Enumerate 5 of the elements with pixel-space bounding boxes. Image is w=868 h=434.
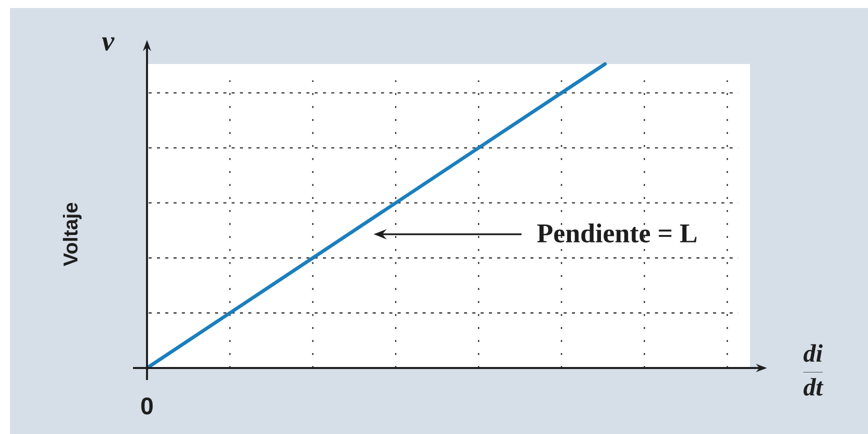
text: v [102, 37, 114, 51]
annotation: Pendiente = L [537, 223, 696, 242]
text: $\frac{di}{dt}$ [803, 344, 824, 396]
y-axis-title: Voltaje [62, 202, 82, 266]
text: 0 [141, 397, 153, 414]
